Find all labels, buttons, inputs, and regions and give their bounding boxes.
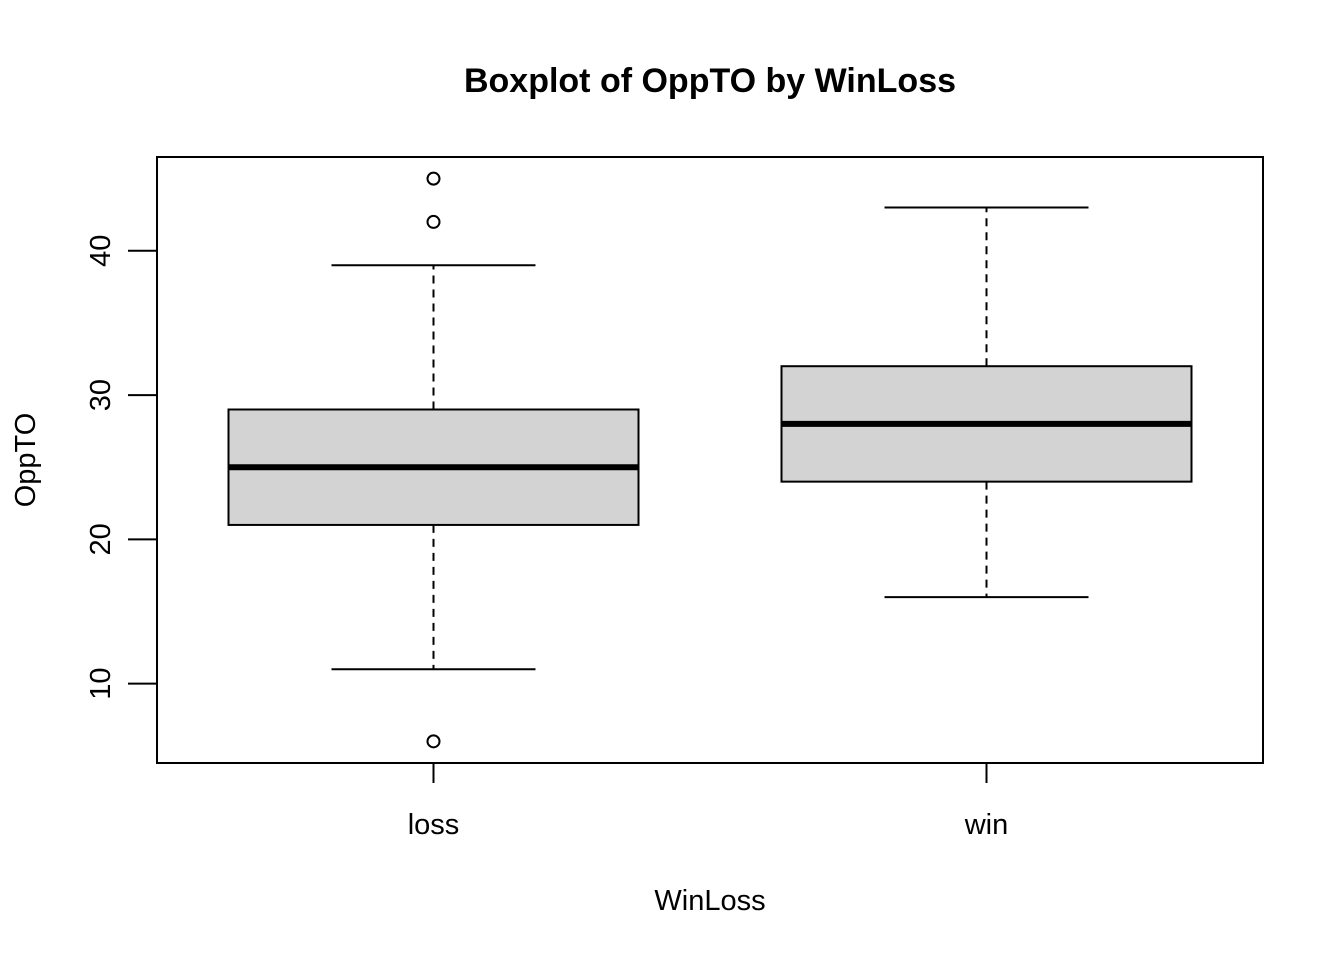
chart-title: Boxplot of OppTO by WinLoss (464, 62, 956, 100)
x-axis-label: WinLoss (654, 885, 765, 917)
outlier-point (426, 734, 441, 749)
x-tick-label: win (964, 809, 1009, 841)
y-tick-label: 40 (85, 235, 117, 267)
x-tick-label: loss (408, 809, 460, 841)
outlier-point (426, 214, 441, 229)
chart-marks: 10 20 30 40 loss win (85, 171, 1193, 841)
y-tick-label: 20 (85, 523, 117, 555)
y-axis-label: OppTO (10, 413, 42, 508)
y-tick-label: 30 (85, 379, 117, 411)
y-tick-label: 10 (85, 668, 117, 700)
outlier-point (426, 171, 441, 186)
